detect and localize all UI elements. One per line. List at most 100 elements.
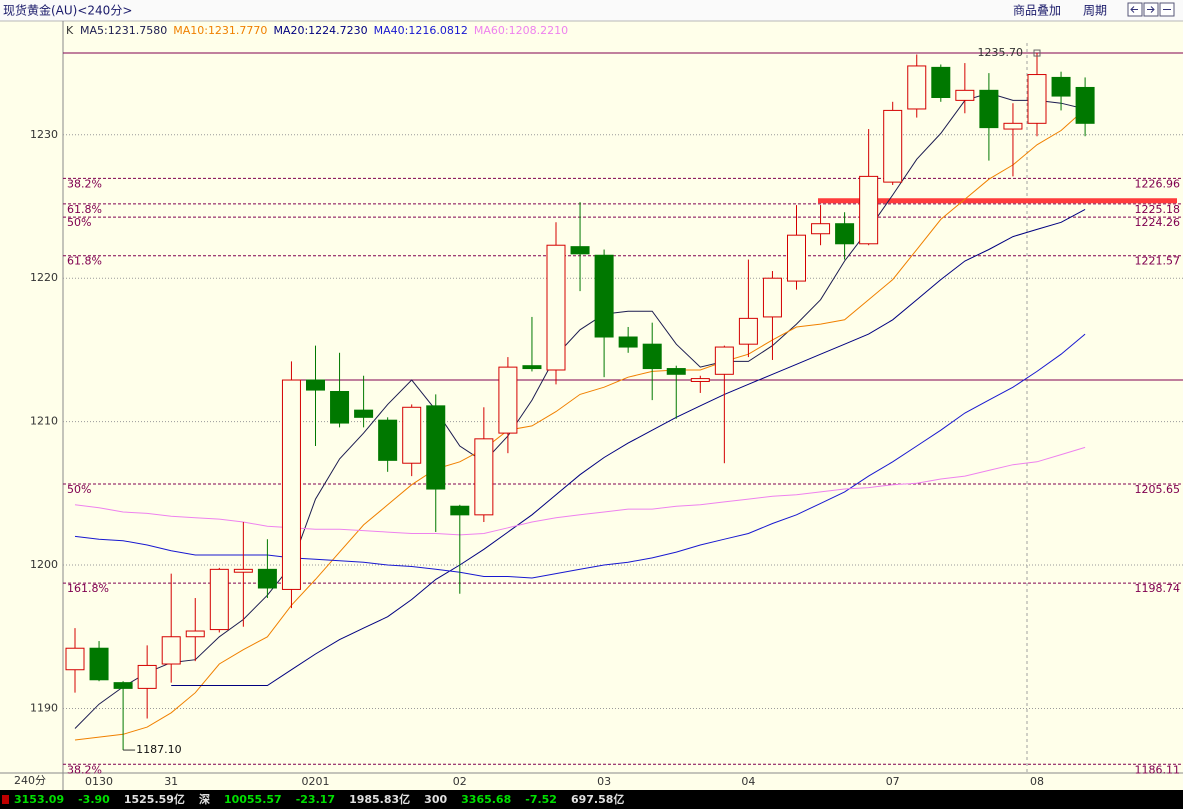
candle-body	[209, 568, 229, 631]
candle-body	[450, 505, 470, 516]
candle-body	[594, 254, 614, 338]
candle-body	[378, 419, 398, 461]
candle-body	[955, 89, 975, 101]
candle-body	[787, 234, 806, 282]
status-bar	[0, 790, 1183, 809]
candle-body	[570, 246, 590, 255]
x-tick-label: 07	[886, 775, 900, 788]
candle-body	[1003, 122, 1023, 130]
status-item: 1525.59亿	[124, 792, 185, 806]
candle-body	[714, 346, 734, 375]
fib-value: 1224.26	[1135, 216, 1181, 229]
fib-label: 61.8%	[67, 203, 102, 216]
y-tick-label: 1230	[30, 128, 58, 141]
fib-value: 1205.65	[1135, 483, 1181, 496]
candle-body	[811, 223, 831, 235]
candle-body	[883, 109, 903, 183]
legend-entry: MA40:1216.0812	[374, 24, 468, 37]
low-label: 1187.10	[136, 743, 182, 756]
x-axis-label: 240分	[14, 774, 46, 787]
candle-body	[979, 89, 999, 129]
fib-label: 61.8%	[67, 255, 102, 268]
candle-body	[426, 405, 446, 490]
candle-body	[402, 406, 422, 464]
candle-body	[1051, 76, 1071, 97]
fib-value: 1186.11	[1135, 763, 1181, 776]
fib-label: 50%	[67, 216, 91, 229]
candle-body	[907, 65, 927, 110]
candle-body	[137, 664, 157, 689]
status-item: 1985.83亿	[349, 792, 410, 806]
status-item: -3.90	[78, 793, 110, 806]
candle-body	[546, 244, 566, 371]
candle-body	[354, 409, 374, 418]
legend: MA5:1231.7580 MA10:1231.7770 MA20:1224.723…	[80, 24, 568, 37]
candle-body	[1027, 74, 1047, 124]
x-tick-label: 0130	[85, 775, 113, 788]
status-item: 深	[199, 792, 210, 806]
header-bar	[0, 0, 1183, 21]
status-item: 10055.57	[224, 793, 282, 806]
candle-body	[642, 343, 662, 370]
candle-body	[618, 336, 638, 348]
high-marker	[1033, 49, 1041, 57]
candle-body	[330, 391, 350, 424]
candle-body	[762, 277, 782, 318]
candle-body	[161, 636, 181, 665]
candle-body	[666, 368, 686, 375]
candle-body	[281, 379, 301, 590]
candle-body	[690, 378, 710, 382]
overlay-button[interactable]: 商品叠加	[1013, 3, 1061, 18]
x-tick-label: 08	[1030, 775, 1044, 788]
candle-body	[931, 66, 951, 98]
fib-value: 1198.74	[1135, 582, 1181, 595]
legend-entry: MA5:1231.7580	[80, 24, 167, 37]
x-tick-label: 31	[164, 775, 178, 788]
y-tick-label: 1190	[30, 701, 58, 714]
status-item: 697.58亿	[571, 792, 624, 806]
y-tick-label: 1220	[30, 271, 58, 284]
x-tick-label: 0201	[302, 775, 330, 788]
ma-line	[74, 446, 1086, 536]
legend-entry: MA60:1208.2210	[474, 24, 568, 37]
status-item: 3153.09	[14, 793, 64, 806]
candle-body	[522, 365, 542, 370]
status-item: 3365.68	[461, 793, 511, 806]
candle-body	[738, 317, 758, 345]
x-tick-label: 03	[597, 775, 611, 788]
fib-label: 38.2%	[67, 763, 102, 776]
x-tick-label: 02	[453, 775, 467, 788]
candle-body	[65, 647, 85, 671]
legend-entry: MA10:1231.7770	[173, 24, 267, 37]
fib-value: 1221.57	[1135, 255, 1181, 268]
candle-body	[498, 366, 518, 434]
status-item: -7.52	[525, 793, 557, 806]
candle-body	[1075, 86, 1095, 124]
candle-body	[185, 630, 205, 638]
candle-body	[859, 175, 879, 245]
candle-body	[233, 568, 253, 573]
fib-label: 50%	[67, 483, 91, 496]
candle-body	[113, 682, 133, 689]
fib-value: 1226.96	[1135, 177, 1181, 190]
candle-body	[257, 568, 277, 589]
period-button[interactable]: 周期	[1083, 4, 1107, 18]
fib-value: 1225.18	[1135, 203, 1181, 216]
candle-body	[474, 438, 494, 516]
nav-icons[interactable]	[1127, 2, 1175, 17]
ma-line	[74, 108, 1086, 741]
status-icon	[2, 795, 9, 804]
candle-body	[835, 223, 855, 245]
fib-label: 38.2%	[67, 177, 102, 190]
high-label: 1235.70	[978, 46, 1024, 59]
status-item: 300	[424, 793, 447, 806]
y-tick-label: 1200	[30, 558, 58, 571]
legend-prefix: K	[66, 24, 74, 37]
x-tick-label: 04	[741, 775, 755, 788]
candle-body	[89, 647, 109, 681]
legend-entry: MA20:1224.7230	[273, 24, 367, 37]
window-title: 现货黄金(AU)<240分>	[3, 3, 132, 18]
